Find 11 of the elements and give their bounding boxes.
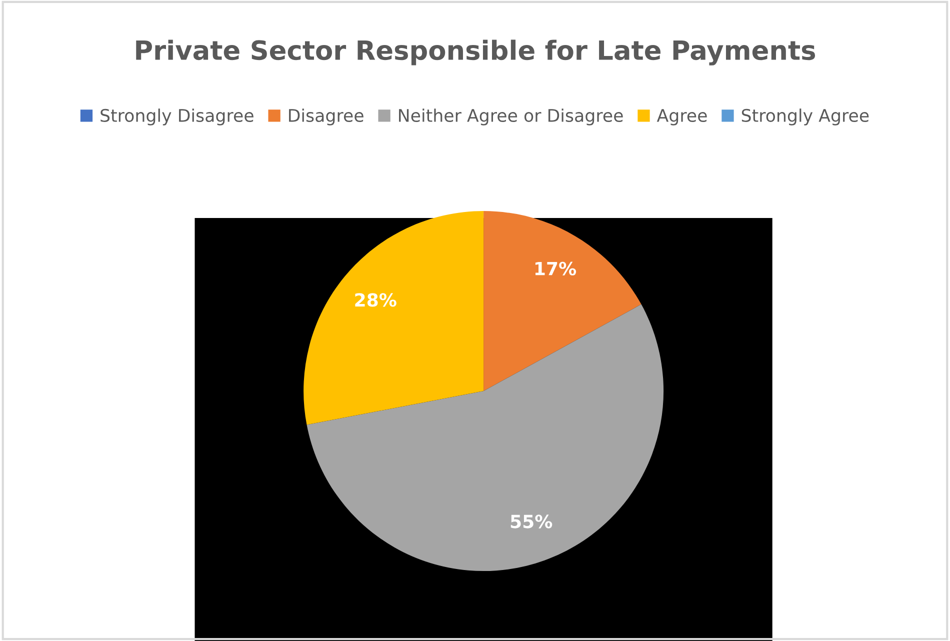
legend-label: Strongly Agree	[742, 108, 869, 126]
chart-title: Private Sector Responsible for Late Payments	[136, 40, 816, 66]
pie-slice	[484, 211, 642, 392]
legend-label: Strongly Disagree	[100, 108, 254, 126]
legend-label: Neither Agree or Disagree	[399, 108, 623, 126]
data-label: 28%	[355, 293, 396, 307]
legend-label: Disagree	[289, 108, 364, 126]
pie-slice	[304, 211, 484, 425]
data-label: 55%	[510, 514, 552, 528]
data-label: 17%	[535, 262, 576, 276]
legend-label: Agree	[656, 109, 707, 126]
